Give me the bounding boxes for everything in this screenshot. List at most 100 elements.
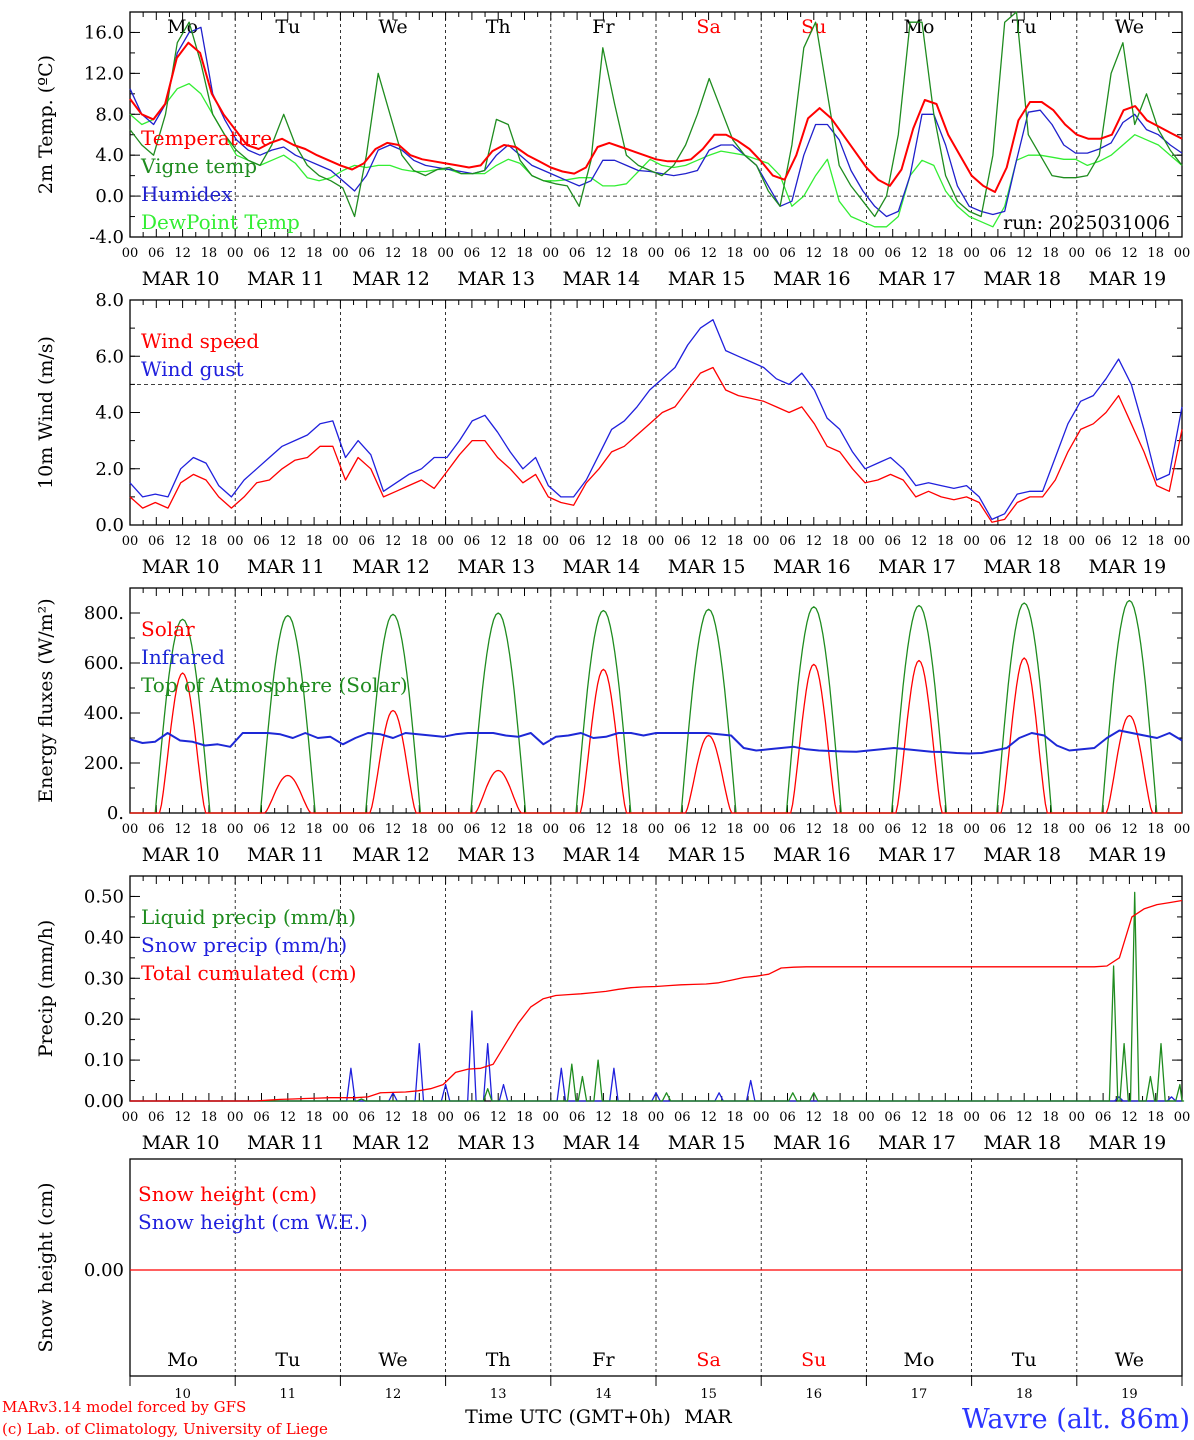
date-label: MAR 11	[247, 844, 325, 866]
date-label: MAR 13	[457, 556, 535, 578]
date-label: MAR 15	[668, 1132, 746, 1154]
hour-label: 06	[1095, 822, 1112, 837]
hour-label: 18	[727, 534, 744, 549]
hour-label: 18	[411, 1110, 428, 1125]
hour-label: 12	[806, 534, 823, 549]
hour-label: 00	[227, 822, 244, 837]
y-axis-title: Snow height (cm)	[35, 1182, 57, 1352]
legend-item: Snow height (cm)	[138, 1182, 317, 1206]
weekday-label: Th	[486, 16, 511, 38]
hour-label: 06	[253, 534, 270, 549]
hour-label: 00	[1069, 1110, 1086, 1125]
hour-label: 00	[753, 246, 770, 261]
hour-label: 00	[963, 1110, 980, 1125]
hour-label: 12	[700, 1110, 717, 1125]
date-label: MAR 12	[352, 268, 430, 290]
legend-item: Infrared	[141, 645, 225, 669]
hour-label: 18	[1147, 822, 1164, 837]
hour-label: 06	[569, 822, 586, 837]
hour-label: 00	[1069, 822, 1086, 837]
y-tick-label: 6.0	[95, 346, 124, 367]
hour-label: 12	[700, 246, 717, 261]
day-number: 19	[1121, 1387, 1138, 1402]
hour-label: 00	[1174, 822, 1191, 837]
series-line	[129, 366, 1183, 523]
hour-label: 06	[358, 246, 375, 261]
hour-label: 06	[569, 534, 586, 549]
hour-label: 00	[648, 1110, 665, 1125]
hour-label: 06	[148, 1110, 165, 1125]
hour-label: 18	[1042, 1110, 1059, 1125]
hour-label: 00	[858, 822, 875, 837]
date-label: MAR 11	[247, 1132, 325, 1154]
date-label: MAR 18	[983, 268, 1061, 290]
model-credit: MARv3.14 model forced by GFS	[2, 1398, 246, 1416]
weekday-label: Mo	[904, 16, 935, 38]
date-label: MAR 16	[773, 268, 851, 290]
hour-label: 06	[990, 246, 1007, 261]
hour-label: 18	[1042, 246, 1059, 261]
date-label: MAR 14	[563, 556, 641, 578]
hour-label: 06	[148, 822, 165, 837]
weekday-label: We	[378, 1349, 407, 1371]
lab-credit: (c) Lab. of Climatology, University of L…	[2, 1420, 328, 1438]
hour-label: 00	[753, 534, 770, 549]
date-label: MAR 18	[983, 844, 1061, 866]
series-line	[129, 319, 1183, 521]
date-label: MAR 17	[878, 844, 956, 866]
date-label: MAR 11	[247, 268, 325, 290]
hour-label: 00	[227, 246, 244, 261]
panel-3: 0. 200. 400. 600. 800. Energy fluxes (W/m²) 00…	[35, 587, 1191, 866]
date-label: MAR 10	[142, 844, 220, 866]
y-tick-label: 0.10	[84, 1050, 124, 1071]
weekday-label: Tu	[1012, 1349, 1037, 1371]
hour-label: 18	[621, 1110, 638, 1125]
hour-label: 18	[937, 1110, 954, 1125]
weekday-label: Fr	[592, 1349, 615, 1371]
hour-label: 00	[1174, 246, 1191, 261]
hour-label: 06	[464, 822, 481, 837]
date-label: MAR 14	[563, 1132, 641, 1154]
date-label: MAR 12	[352, 844, 430, 866]
hour-label: 18	[411, 246, 428, 261]
day-number: 11	[280, 1387, 297, 1402]
hour-label: 00	[332, 246, 349, 261]
date-label: MAR 13	[457, 844, 535, 866]
legend-item: DewPoint Temp	[141, 210, 300, 234]
hour-label: 06	[148, 246, 165, 261]
y-tick-label: 600.	[84, 653, 124, 674]
hour-label: 12	[174, 1110, 191, 1125]
y-tick-label: 0.00	[84, 1091, 124, 1112]
hour-label: 00	[1069, 534, 1086, 549]
hour-label: 12	[911, 1110, 928, 1125]
legend-item: Solar	[141, 617, 195, 641]
hour-label: 06	[253, 822, 270, 837]
hour-label: 18	[1147, 1110, 1164, 1125]
hour-label: 18	[411, 822, 428, 837]
hour-label: 00	[543, 822, 560, 837]
date-label: MAR 18	[983, 1132, 1061, 1154]
hour-label: 18	[201, 822, 218, 837]
panel-2: 0.0 2.0 4.0 6.0 8.0 10m Wind (m/s) 00 06 12 18 MAR…	[35, 290, 1190, 578]
hour-label: 00	[227, 1110, 244, 1125]
hour-label: 18	[621, 534, 638, 549]
y-tick-label: 4.0	[95, 403, 124, 424]
date-label: MAR 19	[1089, 556, 1167, 578]
y-axis-title: 10m Wind (m/s)	[35, 336, 57, 489]
panel-frame	[129, 587, 1183, 814]
date-label: MAR 15	[668, 268, 746, 290]
weekday-label: Tu	[1012, 16, 1037, 38]
legend-item: Total cumulated (cm)	[141, 961, 357, 985]
date-label: MAR 19	[1089, 844, 1167, 866]
hour-label: 06	[1095, 534, 1112, 549]
hour-label: 06	[779, 1110, 796, 1125]
hour-label: 12	[174, 822, 191, 837]
hour-label: 06	[779, 822, 796, 837]
hour-label: 12	[911, 246, 928, 261]
date-label: MAR 14	[563, 268, 641, 290]
y-axis-title: Precip (mm/h)	[35, 920, 57, 1058]
hour-label: 00	[122, 1110, 139, 1125]
hour-label: 12	[385, 534, 402, 549]
day-number: 18	[1016, 1387, 1033, 1402]
